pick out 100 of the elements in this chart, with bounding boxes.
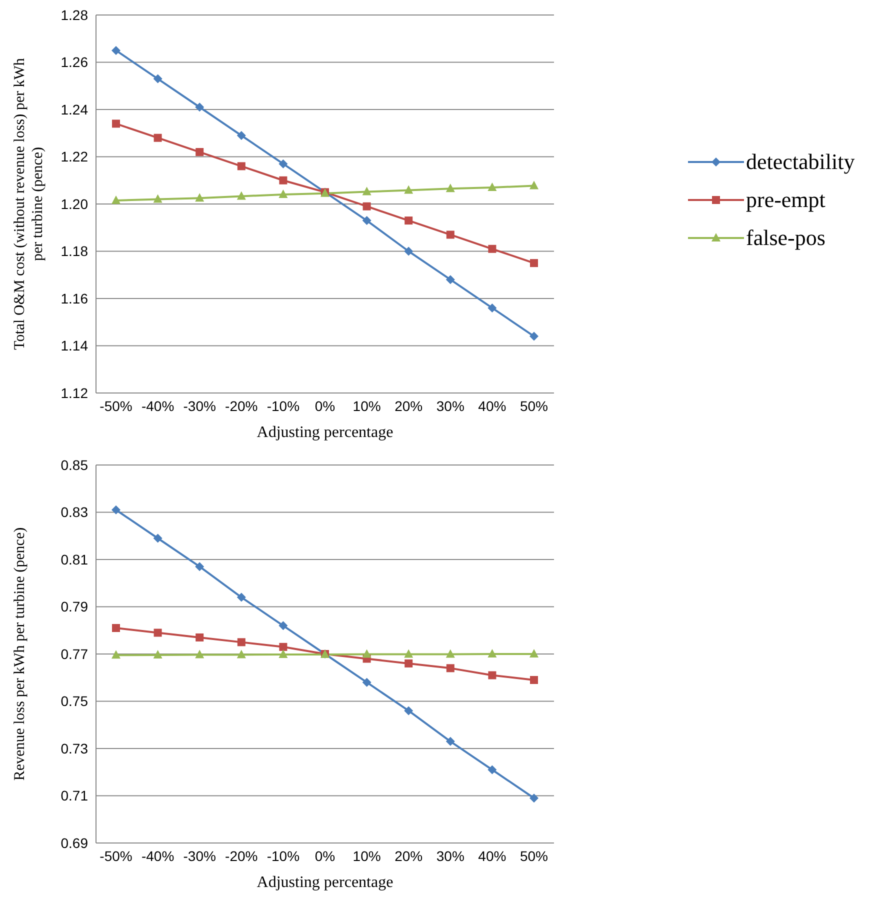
point xyxy=(278,621,288,630)
x-tick-label: 10% xyxy=(352,848,381,864)
point xyxy=(279,642,288,651)
point xyxy=(196,148,204,156)
point xyxy=(112,120,120,128)
point xyxy=(446,184,455,192)
point xyxy=(530,649,538,658)
y-tick-label: 1.14 xyxy=(60,338,88,354)
point xyxy=(112,46,120,55)
legend-label: pre-empt xyxy=(746,187,826,213)
x-axis-title: Adjusting percentage xyxy=(256,424,394,441)
y-tick-label: 1.18 xyxy=(60,243,88,260)
point xyxy=(237,162,246,170)
point xyxy=(404,649,414,658)
point xyxy=(278,649,288,658)
point xyxy=(196,633,204,642)
x-axis-title: Adjusting percentage xyxy=(256,874,394,891)
y-tick-label: 1.24 xyxy=(60,101,88,118)
point xyxy=(404,185,414,194)
point xyxy=(446,736,455,746)
point xyxy=(236,130,246,140)
point xyxy=(488,182,497,191)
point xyxy=(195,102,204,112)
point xyxy=(404,659,413,668)
x-tick-label: -50% xyxy=(100,848,132,864)
point xyxy=(530,180,538,190)
y-axis-title: Total O&M cost (without revenue loss) per kWh per turbine (pence) xyxy=(12,58,46,350)
x-tick-label: 40% xyxy=(478,848,506,864)
point xyxy=(530,676,538,684)
point xyxy=(153,74,162,84)
point xyxy=(154,134,162,142)
x-tick-label: -50% xyxy=(100,398,132,414)
y-tick-label: 0.79 xyxy=(60,598,88,615)
point xyxy=(236,650,246,658)
point xyxy=(278,190,288,198)
y-tick-label: 0.77 xyxy=(60,646,88,662)
point xyxy=(362,216,372,226)
point xyxy=(488,649,497,658)
point xyxy=(237,638,246,646)
x-tick-label: 30% xyxy=(436,398,464,414)
x-tick-label: 0% xyxy=(314,848,336,864)
x-tick-label: 20% xyxy=(394,848,423,864)
point xyxy=(404,246,414,256)
point xyxy=(112,505,120,514)
point xyxy=(279,176,288,184)
x-tick-label: -20% xyxy=(225,398,258,414)
point xyxy=(446,275,455,284)
point xyxy=(112,195,120,204)
legend-label: detectability xyxy=(746,149,855,175)
x-tick-label: -40% xyxy=(141,848,174,864)
x-tick-label: 10% xyxy=(352,398,381,414)
point xyxy=(362,202,371,210)
point xyxy=(153,194,162,203)
point xyxy=(488,671,496,680)
x-tick-label: 50% xyxy=(520,848,548,864)
point xyxy=(195,650,204,658)
point xyxy=(195,193,204,202)
x-tick-label: -30% xyxy=(183,848,216,864)
y-tick-label: 0.81 xyxy=(60,551,88,568)
y-tick-label: 1.26 xyxy=(60,54,88,70)
legend-label: false-pos xyxy=(746,225,826,251)
point xyxy=(112,650,120,659)
point xyxy=(530,794,538,803)
x-tick-label: -20% xyxy=(225,848,258,864)
point xyxy=(446,230,454,239)
point xyxy=(530,332,538,341)
point xyxy=(278,159,288,168)
y-tick-label: 1.16 xyxy=(60,290,88,306)
point xyxy=(404,706,414,716)
point xyxy=(362,678,372,687)
y-tick-label: 1.20 xyxy=(60,196,88,212)
point xyxy=(153,650,162,658)
x-tick-label: 30% xyxy=(436,848,464,864)
x-tick-label: -40% xyxy=(141,398,174,414)
point xyxy=(154,628,162,637)
y-tick-label: 1.12 xyxy=(60,384,88,401)
point xyxy=(530,259,538,268)
x-tick-label: 40% xyxy=(478,398,506,414)
point xyxy=(404,216,413,225)
y-tick-label: 1.28 xyxy=(60,6,88,23)
y-tick-label: 0.75 xyxy=(60,693,88,710)
point xyxy=(488,765,497,774)
y-tick-label: 0.69 xyxy=(60,834,88,851)
point xyxy=(362,186,372,196)
y-tick-label: 0.71 xyxy=(60,788,88,804)
x-tick-label: 0% xyxy=(314,398,336,414)
point xyxy=(488,244,496,253)
x-tick-label: -10% xyxy=(266,398,300,414)
y-tick-label: 0.85 xyxy=(60,456,88,473)
point xyxy=(488,303,497,312)
x-tick-label: -30% xyxy=(183,398,216,414)
point xyxy=(236,592,246,602)
point xyxy=(112,624,120,632)
point xyxy=(362,649,372,658)
y-axis-title: Revenue loss per kWh per turbine (pence) xyxy=(12,527,28,781)
x-tick-label: -10% xyxy=(266,848,300,864)
point xyxy=(446,664,454,672)
point xyxy=(195,562,204,572)
point xyxy=(236,191,246,200)
point xyxy=(446,649,455,658)
